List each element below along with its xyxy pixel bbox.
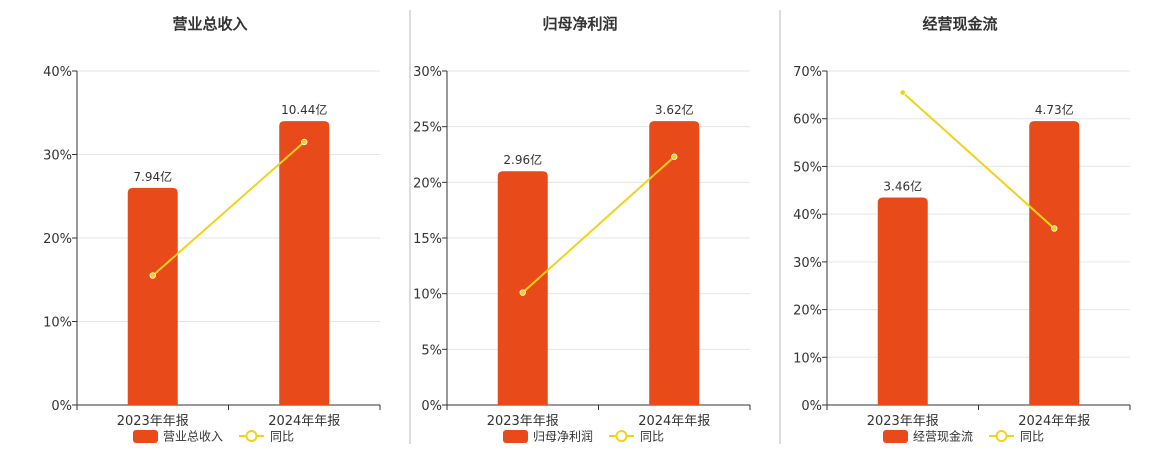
yoy-point xyxy=(1051,225,1058,232)
chart-2: 归母净利润 0% 5% 10% 15% 20% 25% 30% 2023年年报 2024年年报 2.… xyxy=(413,15,751,444)
legend-bar-swatch xyxy=(503,430,528,443)
legend-bar-label: 营业总收入 xyxy=(163,430,223,444)
yoy-series-line xyxy=(152,141,305,277)
yoy-point xyxy=(671,153,678,160)
y-tick-label: 15% xyxy=(413,232,442,247)
bar-data-label: 4.73亿 xyxy=(1035,102,1074,117)
legend-line-marker xyxy=(615,430,628,442)
x-tick-label: 2024年年报 xyxy=(1018,414,1090,429)
legend-line-label: 同比 xyxy=(270,430,294,444)
x-tick-label: 2024年年报 xyxy=(268,414,340,429)
y-tick-label: 0% xyxy=(421,399,442,414)
bar-data-label: 7.94亿 xyxy=(133,169,172,184)
bar xyxy=(1029,121,1080,405)
bar-data-label: 10.44亿 xyxy=(281,102,327,117)
chart-title: 经营现金流 xyxy=(922,15,997,33)
bar xyxy=(127,187,178,405)
chart-1: 营业总收入 0% 10% 20% 30% 40% 2023年年报 2024年年报 7.94亿 10… xyxy=(43,15,381,444)
legend-line-marker xyxy=(245,430,258,442)
x-tick-label: 2023年年报 xyxy=(867,414,939,429)
legend-line-label: 同比 xyxy=(1020,430,1044,444)
chart-title: 归母净利润 xyxy=(542,15,617,33)
yoy-point xyxy=(519,289,526,296)
y-tick-label: 20% xyxy=(413,176,442,191)
y-tick-label: 30% xyxy=(413,65,442,80)
chart-title: 营业总收入 xyxy=(172,15,247,33)
bar xyxy=(877,197,928,405)
y-tick-label: 20% xyxy=(43,232,72,247)
bar xyxy=(279,121,330,405)
legend-bar-label: 经营现金流 xyxy=(913,429,973,444)
y-tick-label: 50% xyxy=(793,160,822,175)
legend-line-label: 同比 xyxy=(640,430,664,444)
y-tick-label: 70% xyxy=(793,65,822,80)
bar xyxy=(649,121,700,405)
y-tick-label: 25% xyxy=(413,121,442,136)
yoy-point xyxy=(149,272,156,279)
y-tick-label: 30% xyxy=(43,149,72,164)
y-tick-label: 10% xyxy=(793,351,822,366)
chart-3: 经营现金流 0% 10% 20% 30% 40% 50% 60% 70% 2023年年报 2024年… xyxy=(793,15,1131,444)
legend-bar-swatch xyxy=(883,430,908,443)
yoy-point xyxy=(301,138,308,146)
bar xyxy=(497,171,548,405)
legend-line-marker xyxy=(995,430,1008,442)
y-tick-label: 40% xyxy=(793,208,822,223)
yoy-series-line xyxy=(522,155,675,294)
y-tick-label: 0% xyxy=(801,399,822,414)
y-tick-label: 10% xyxy=(43,316,72,331)
yoy-point xyxy=(899,89,906,96)
y-tick-label: 10% xyxy=(413,288,442,303)
y-tick-label: 0% xyxy=(51,399,72,414)
y-tick-label: 40% xyxy=(43,65,72,80)
yoy-series-line xyxy=(902,91,1055,230)
x-tick-label: 2023年年报 xyxy=(487,414,559,429)
x-tick-label: 2023年年报 xyxy=(117,414,189,429)
legend-bar-label: 归母净利润 xyxy=(533,430,593,444)
x-tick-label: 2024年年报 xyxy=(638,414,710,429)
bar-data-label: 3.46亿 xyxy=(883,178,922,193)
y-tick-label: 5% xyxy=(421,343,442,358)
legend-bar-swatch xyxy=(133,430,158,443)
y-tick-label: 30% xyxy=(793,256,822,271)
bar-data-label: 2.96亿 xyxy=(503,152,542,167)
y-tick-label: 60% xyxy=(793,113,822,128)
bar-data-label: 3.62亿 xyxy=(655,102,694,117)
y-tick-label: 20% xyxy=(793,304,822,319)
